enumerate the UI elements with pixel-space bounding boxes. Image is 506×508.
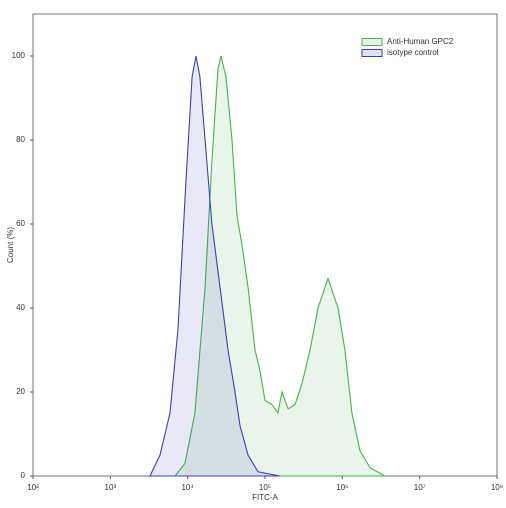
legend-swatch — [361, 49, 383, 57]
x-tick-label: 10⁸ — [491, 483, 503, 492]
y-tick-label: 100 — [12, 51, 26, 60]
x-tick-label: 10² — [27, 483, 39, 492]
x-tick-label: 10⁶ — [336, 483, 348, 492]
y-tick-label: 20 — [16, 387, 25, 396]
x-tick-label: 10³ — [105, 483, 117, 492]
x-tick-label: 10⁵ — [259, 483, 271, 492]
y-tick-label: 40 — [16, 303, 25, 312]
legend-swatch — [361, 38, 383, 46]
legend-label: Anti-Human GPC2 — [387, 37, 454, 46]
y-tick-label: 80 — [16, 135, 25, 144]
legend-label: isotype control — [387, 48, 439, 57]
histogram-area — [173, 55, 388, 477]
x-axis-label: FITC-A — [252, 493, 278, 502]
histogram-area — [149, 55, 281, 477]
y-axis-label: Count (%) — [6, 227, 15, 263]
y-tick-label: 60 — [16, 219, 25, 228]
x-tick-label: 10⁷ — [414, 483, 426, 492]
y-tick-label: 0 — [21, 471, 26, 480]
x-tick-label: 10⁴ — [181, 483, 194, 492]
